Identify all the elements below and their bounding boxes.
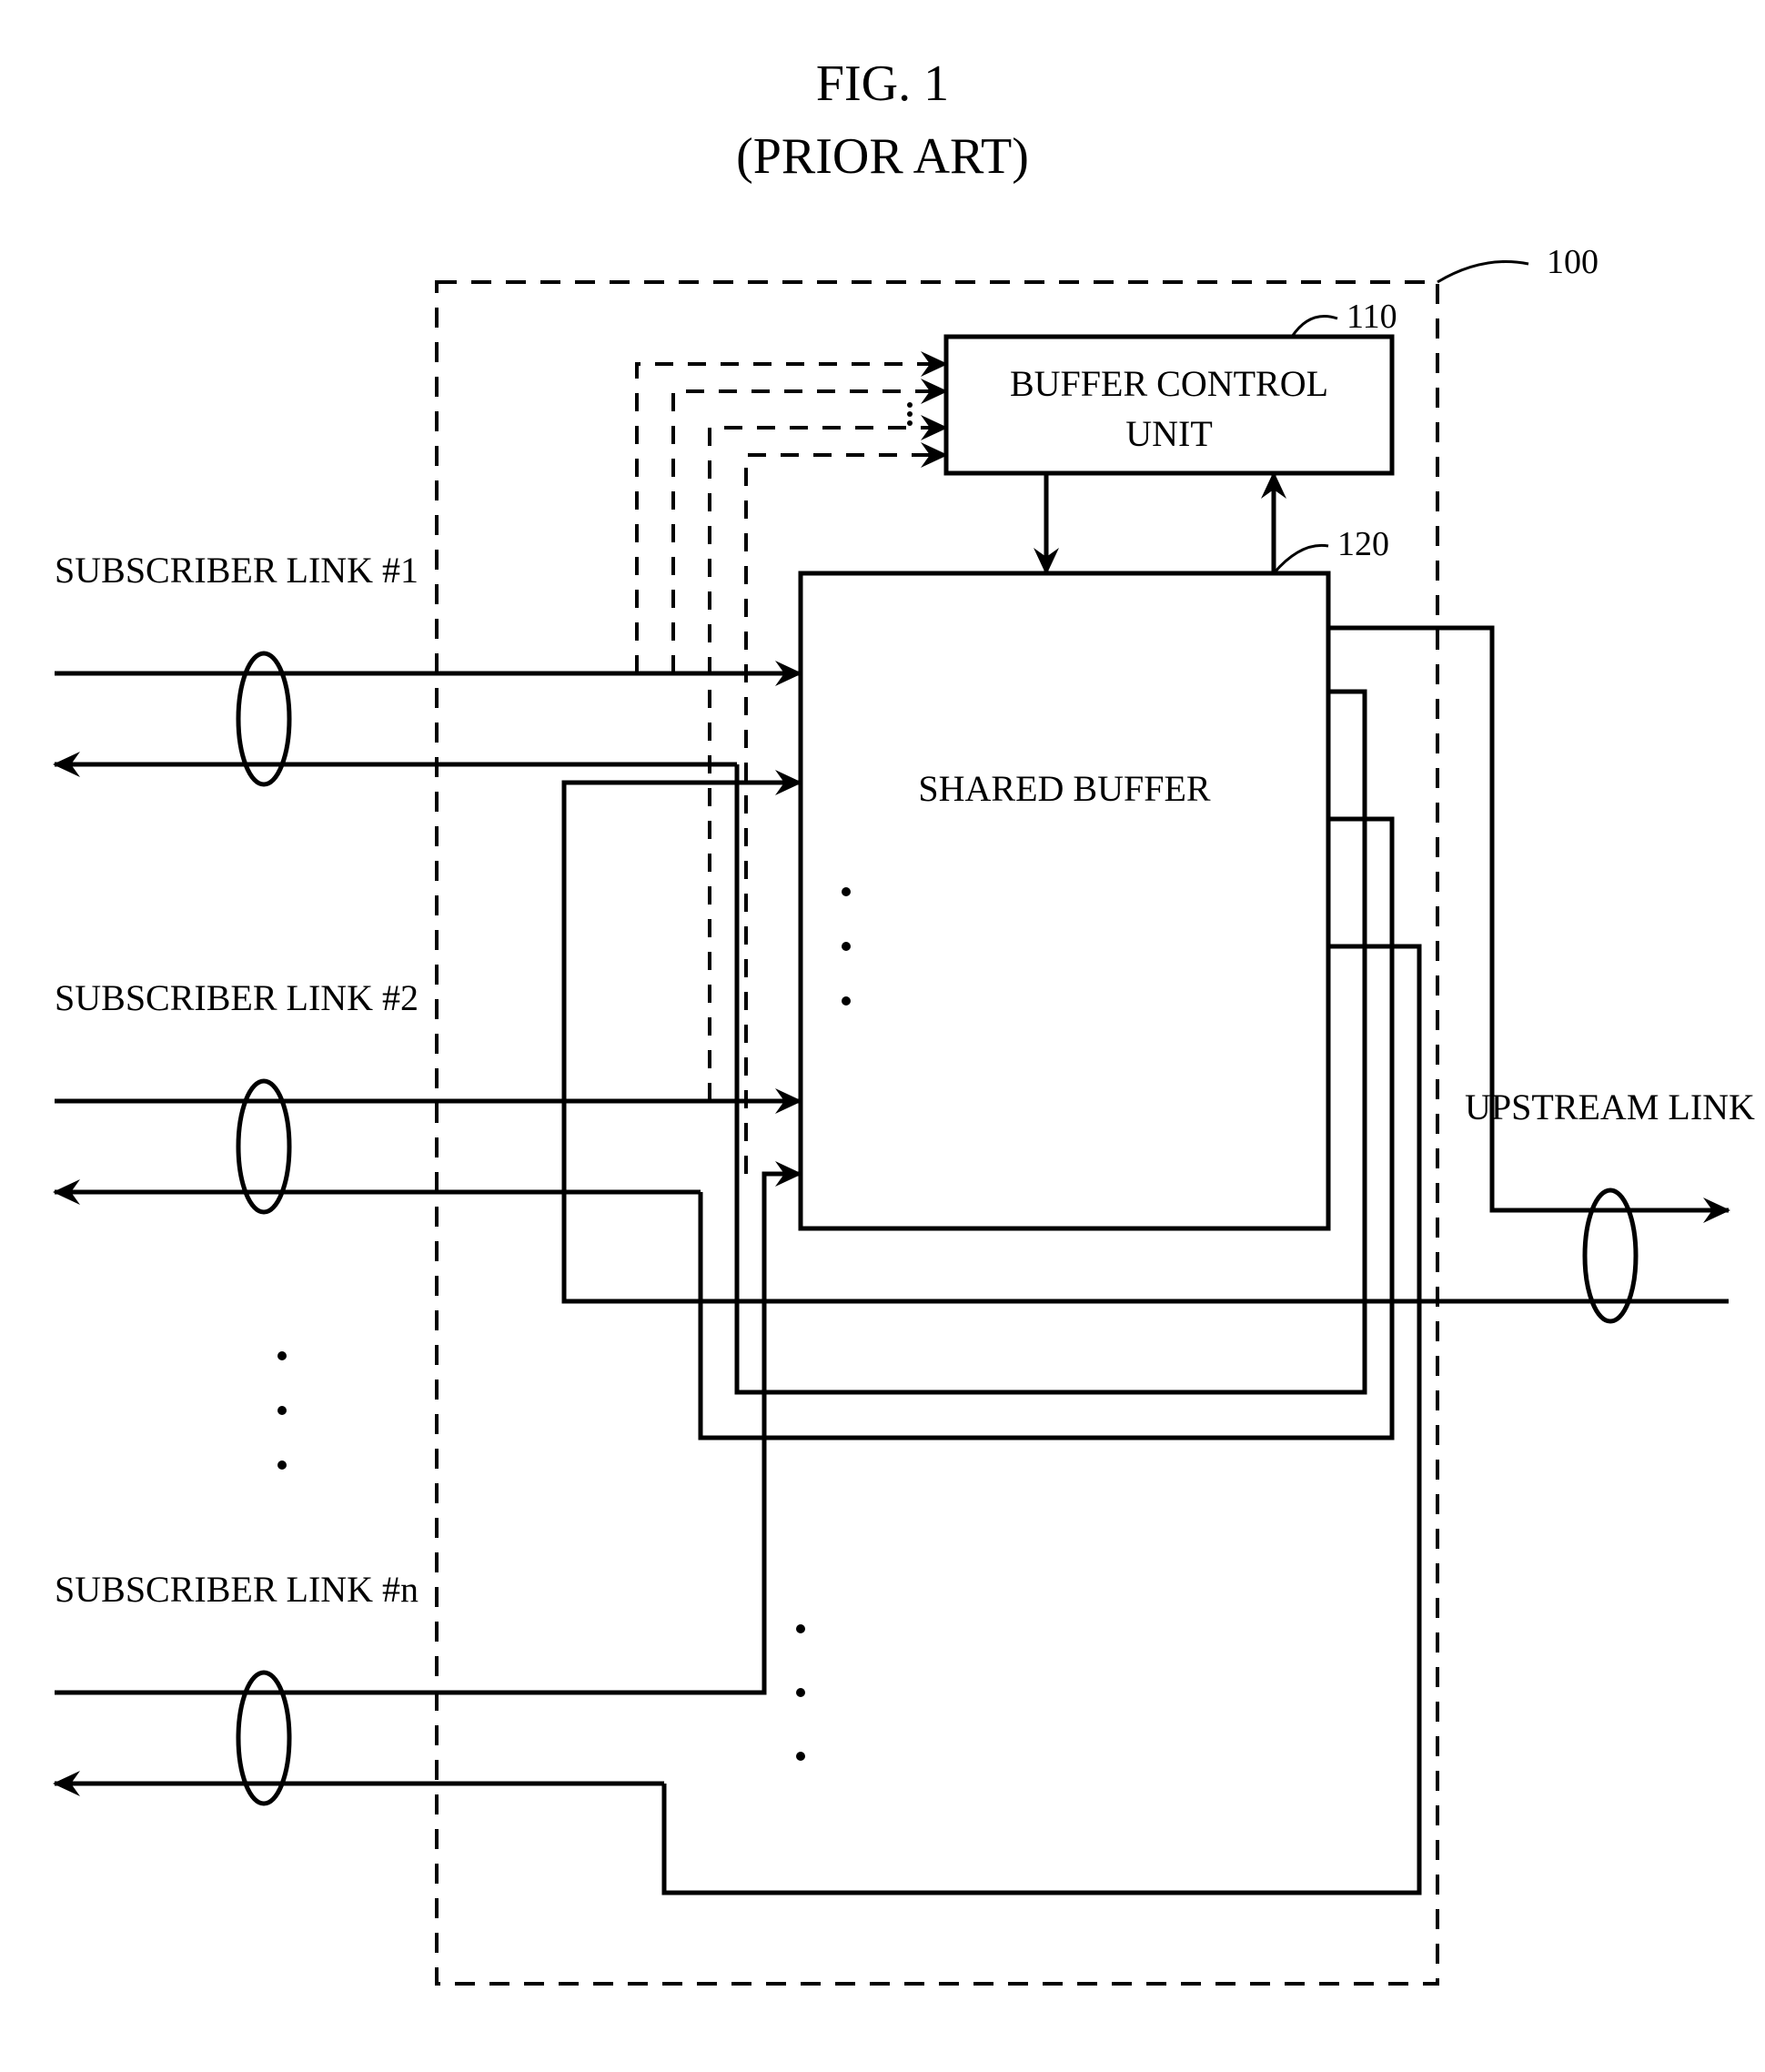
buffer-control-label-1: BUFFER CONTROL: [1010, 363, 1328, 404]
sub-dots-1: [277, 1351, 287, 1360]
ctrl-tap-a: [673, 391, 946, 673]
subscriber-1-label: SUBSCRIBER LINK #1: [55, 550, 419, 591]
shared-buffer-label: SHARED BUFFER: [918, 768, 1211, 809]
ctrl-entry-dot-3: [907, 420, 913, 426]
subscriber-2-label: SUBSCRIBER LINK #2: [55, 977, 419, 1018]
system-box: [437, 282, 1437, 1984]
ref-110: 110: [1346, 298, 1397, 336]
ctrl-tap-1: [637, 364, 946, 673]
subn-in-line: [55, 1174, 801, 1693]
shared-to-subn: [664, 946, 1419, 1893]
diagram-canvas: FIG. 1 (PRIOR ART) 100 BUFFER CONTROL UN…: [0, 0, 1765, 2072]
figure-title-1: FIG. 1: [816, 56, 949, 112]
route-dots-2: [796, 1688, 805, 1697]
ref-120-leader: [1274, 545, 1328, 573]
route-dots-3: [796, 1752, 805, 1761]
subscriber-n-label: SUBSCRIBER LINK #n: [55, 1569, 419, 1610]
shared-in-dots-1: [842, 887, 851, 896]
ctrl-entry-dot-2: [907, 411, 913, 417]
upstream-label: UPSTREAM LINK: [1465, 1087, 1755, 1127]
ref-100: 100: [1547, 243, 1599, 281]
route-dots-1: [796, 1624, 805, 1633]
ref-120: 120: [1337, 525, 1389, 563]
shared-to-sub2: [701, 819, 1392, 1438]
buffer-control-label-2: UNIT: [1125, 413, 1213, 454]
figure-title-2: (PRIOR ART): [736, 128, 1029, 185]
ctrl-tap-c: [746, 455, 946, 1174]
ref-100-leader: [1437, 262, 1528, 283]
shared-in-dots-2: [842, 942, 851, 951]
shared-buffer-box: [801, 573, 1328, 1228]
ref-110-leader: [1292, 317, 1337, 338]
shared-in-dots-3: [842, 996, 851, 1006]
sub-dots-3: [277, 1461, 287, 1470]
ctrl-entry-dot-1: [907, 402, 913, 408]
diagram-svg: FIG. 1 (PRIOR ART) 100 BUFFER CONTROL UN…: [0, 0, 1765, 2072]
sub-dots-2: [277, 1406, 287, 1415]
